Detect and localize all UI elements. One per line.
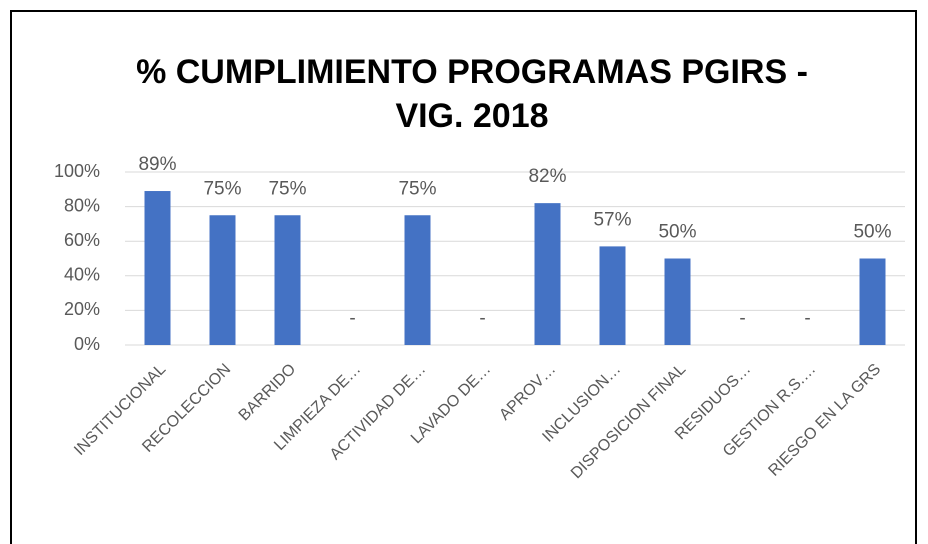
bar: [209, 215, 236, 345]
bar: [404, 215, 431, 345]
value-label: -: [804, 308, 810, 329]
value-label: -: [739, 308, 745, 329]
value-label: 82%: [528, 166, 566, 187]
bar: [534, 203, 561, 345]
bar: [274, 215, 301, 345]
value-label: 50%: [853, 222, 891, 243]
y-tick-label: 20%: [64, 299, 100, 319]
y-tick-label: 80%: [64, 195, 100, 215]
bar: [144, 191, 171, 345]
y-tick-label: 60%: [64, 230, 100, 250]
value-label: 75%: [203, 178, 241, 199]
value-label: 75%: [268, 178, 306, 199]
value-label: 50%: [658, 222, 696, 243]
bar: [664, 258, 691, 345]
chart-title: % CUMPLIMIENTO PROGRAMAS PGIRS -: [136, 53, 808, 91]
value-label: -: [349, 308, 355, 329]
chart-title: VIG. 2018: [395, 97, 548, 135]
value-label: -: [479, 308, 485, 329]
y-tick-label: 0%: [74, 334, 100, 354]
bar: [859, 258, 886, 345]
value-label: 57%: [593, 209, 631, 230]
value-label: 75%: [398, 178, 436, 199]
y-tick-label: 100%: [54, 161, 100, 181]
value-label: 89%: [138, 154, 176, 175]
bar: [599, 246, 626, 345]
y-tick-label: 40%: [64, 265, 100, 285]
